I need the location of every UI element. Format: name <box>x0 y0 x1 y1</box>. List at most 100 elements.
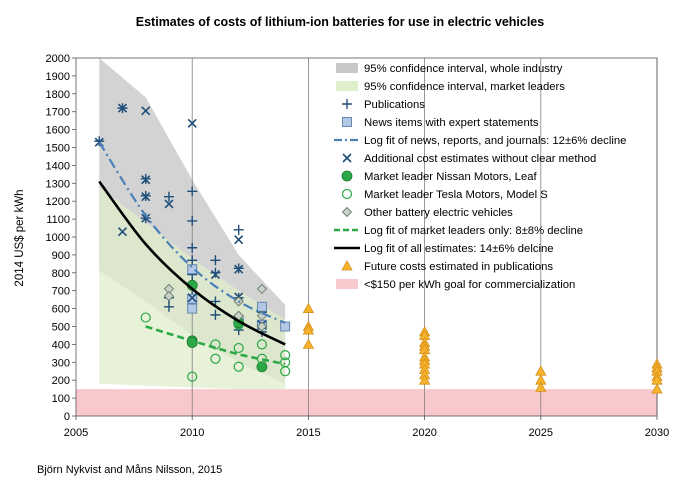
legend-label: Log fit of market leaders only: 8±8% dec… <box>364 225 583 237</box>
legend-label: Market leader Nissan Motors, Leaf <box>364 171 538 183</box>
data-point-cross <box>117 227 128 237</box>
data-point-plus <box>187 255 198 266</box>
data-point-circle <box>210 353 221 364</box>
legend-swatch <box>342 99 352 109</box>
y-tick-label: 1800 <box>46 89 70 101</box>
y-axis-label: 2014 US$ per kWh <box>14 189 26 286</box>
data-point-square <box>256 301 267 312</box>
data-point-triangle <box>302 302 315 313</box>
data-point-cross <box>117 103 128 113</box>
data-point-circle <box>280 366 291 377</box>
data-point-triangle <box>302 324 315 335</box>
y-tick-label: 200 <box>52 375 70 387</box>
data-point-circle <box>140 312 151 323</box>
data-point-triangle <box>535 381 547 392</box>
y-tick-label: 1400 <box>46 160 70 172</box>
y-tick-label: 1200 <box>46 196 70 208</box>
legend-swatch <box>341 188 353 200</box>
legend-label: Market leader Tesla Motors, Model S <box>364 189 548 201</box>
y-tick-label: 1900 <box>46 71 70 83</box>
legend-swatch <box>336 81 358 91</box>
data-point-diamond <box>256 283 268 295</box>
data-point-cross <box>141 175 151 185</box>
y-tick-label: 1700 <box>46 107 70 119</box>
data-point-triangle <box>651 383 663 394</box>
data-point-plus <box>210 267 221 278</box>
data-point-circle <box>233 361 244 372</box>
y-tick-label: 100 <box>52 393 70 405</box>
y-tick-label: 600 <box>52 304 70 316</box>
fit-line-dashdot <box>98 141 286 324</box>
y-tick-label: 900 <box>52 250 70 262</box>
y-tick-label: 1600 <box>46 125 70 137</box>
y-tick-label: 500 <box>52 322 70 334</box>
goal-band <box>76 389 657 416</box>
data-point-cross <box>141 106 151 116</box>
legend-swatch <box>342 153 352 163</box>
data-point-cross <box>141 213 151 223</box>
data-point-diamond <box>163 290 175 302</box>
data-point-cross <box>234 235 244 245</box>
data-point-plus <box>233 224 244 235</box>
x-tick-label: 2020 <box>412 427 436 439</box>
legend-label: Log fit of all estimates: 14±6% delcine <box>364 243 554 255</box>
legend-label: Future costs estimated in publications <box>364 261 553 273</box>
y-tick-label: 300 <box>52 357 70 369</box>
data-point-plus <box>187 242 198 253</box>
legend-label: 95% confidence interval, market leaders <box>364 81 565 93</box>
legend-label: News items with expert statements <box>364 117 539 129</box>
data-point-cross <box>164 199 174 209</box>
credit-text: Björn Nykvist and Måns Nilsson, 2015 <box>37 464 223 476</box>
data-point-cross <box>187 293 197 303</box>
data-point-circle <box>187 371 198 382</box>
data-point-triangle <box>535 365 547 376</box>
y-tick-label: 700 <box>52 286 70 298</box>
data-point-cross <box>234 264 244 274</box>
legend-swatch <box>336 63 358 73</box>
y-tick-label: 400 <box>52 339 70 351</box>
y-tick-label: 1000 <box>46 232 70 244</box>
data-point-plus <box>187 186 198 197</box>
legend-swatch <box>341 260 353 271</box>
legend-swatch <box>341 170 353 182</box>
data-point-square <box>280 321 291 332</box>
y-tick-label: 1100 <box>46 214 70 226</box>
data-point-triangle <box>302 338 315 349</box>
data-point-dot <box>256 361 268 373</box>
data-point-plus <box>163 191 174 202</box>
data-point-plus <box>210 255 221 266</box>
legend-label: Additional cost estimates without clear … <box>364 153 596 165</box>
x-tick-label: 2005 <box>64 427 88 439</box>
data-point-circle <box>210 339 221 350</box>
legend-label: Other battery electric vehicles <box>364 207 513 219</box>
data-point-plus <box>187 215 198 226</box>
y-tick-label: 0 <box>64 411 70 423</box>
y-tick-label: 1300 <box>46 178 70 190</box>
legend-swatch <box>336 279 358 289</box>
legend-swatch <box>342 117 352 127</box>
data-point-circle <box>280 350 291 361</box>
x-tick-label: 2015 <box>296 427 320 439</box>
data-point-circle <box>256 339 268 350</box>
y-tick-label: 1500 <box>46 143 70 155</box>
y-tick-label: 800 <box>52 268 70 280</box>
data-point-cross <box>141 192 151 202</box>
data-point-cross <box>210 270 221 280</box>
fit-line-solid <box>98 180 286 346</box>
legend-label: Log fit of news, reports, and journals: … <box>364 135 626 147</box>
legend-swatch <box>341 206 353 218</box>
data-point-plus <box>210 309 221 320</box>
data-point-diamond <box>256 321 268 332</box>
data-point-cross <box>187 118 197 128</box>
chart-title: Estimates of costs of lithium-ion batter… <box>136 15 544 29</box>
data-point-square <box>187 303 198 314</box>
legend-label: Publications <box>364 99 425 111</box>
data-point-square <box>187 264 198 275</box>
legend: 95% confidence interval, whole industry 9… <box>334 63 626 291</box>
plot-area: 0 100 200 300 400 500 600 700 800 900 1000 1100 1200… <box>46 53 670 439</box>
data-point-plus <box>163 301 174 312</box>
data-point-circle <box>233 342 244 354</box>
fit-line-dash <box>145 325 286 366</box>
y-tick-label: 2000 <box>46 53 70 65</box>
